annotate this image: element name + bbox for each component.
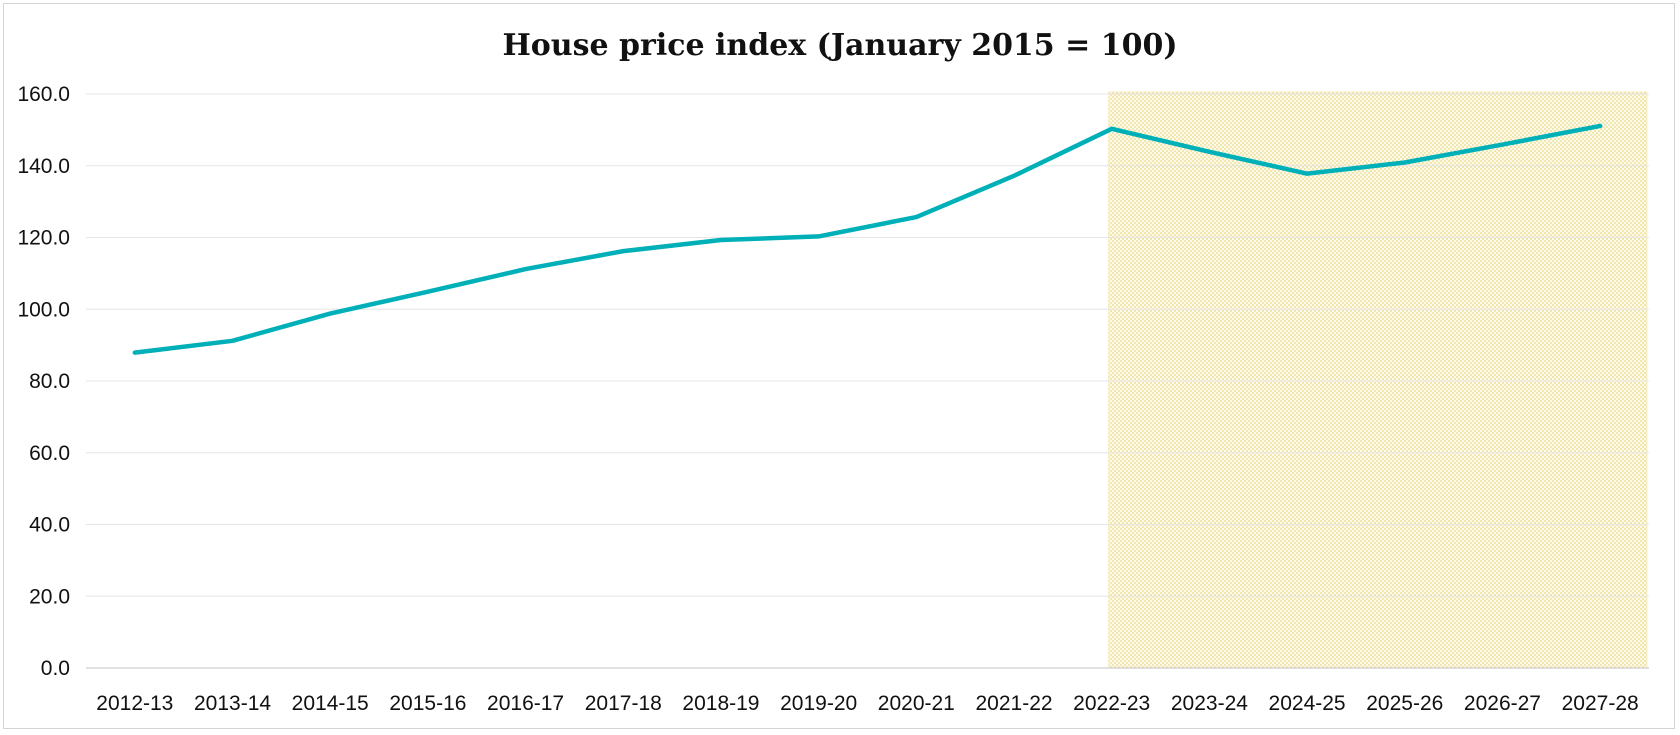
x-tick-label: 2015-16 xyxy=(389,692,466,715)
x-tick-label: 2023-24 xyxy=(1171,692,1248,715)
x-tick-label: 2013-14 xyxy=(194,692,271,715)
x-tick-label: 2016-17 xyxy=(487,692,564,715)
chart-title: House price index (January 2015 = 100) xyxy=(502,28,1177,63)
x-tick-label: 2025-26 xyxy=(1366,692,1443,715)
y-tick-label: 80.0 xyxy=(29,370,70,393)
x-tick-label: 2026-27 xyxy=(1464,692,1541,715)
x-tick-label: 2024-25 xyxy=(1269,692,1346,715)
x-tick-label: 2018-19 xyxy=(682,692,759,715)
y-tick-label: 120.0 xyxy=(17,227,70,250)
y-tick-label: 40.0 xyxy=(29,514,70,537)
forecast-shading xyxy=(1108,91,1648,669)
y-tick-label: 160.0 xyxy=(17,83,70,106)
y-tick-label: 0.0 xyxy=(41,657,70,680)
series-line-0 xyxy=(132,123,1603,355)
x-tick-label: 2012-13 xyxy=(96,692,173,715)
x-tick-label: 2022-23 xyxy=(1073,692,1150,715)
y-axis-ticks: 0.0 20.0 40.0 60.0 80.0 100.0 120.0 140.0 160.0 xyxy=(17,83,70,680)
x-tick-label: 2017-18 xyxy=(585,692,662,715)
series-layer xyxy=(132,123,1603,355)
y-tick-label: 100.0 xyxy=(17,298,70,321)
x-axis-ticks: 2012-13 2013-14 2014-15 2015-16 2016-17 2017-… xyxy=(96,692,1638,715)
x-tick-label: 2020-21 xyxy=(878,692,955,715)
y-tick-label: 140.0 xyxy=(17,155,70,178)
x-tick-label: 2019-20 xyxy=(780,692,857,715)
x-tick-label: 2014-15 xyxy=(292,692,369,715)
y-tick-label: 20.0 xyxy=(29,585,70,608)
x-tick-label: 2021-22 xyxy=(975,692,1052,715)
x-tick-label: 2027-28 xyxy=(1562,692,1639,715)
forecast-shading-layer xyxy=(1108,91,1648,669)
y-tick-label: 60.0 xyxy=(29,442,70,465)
